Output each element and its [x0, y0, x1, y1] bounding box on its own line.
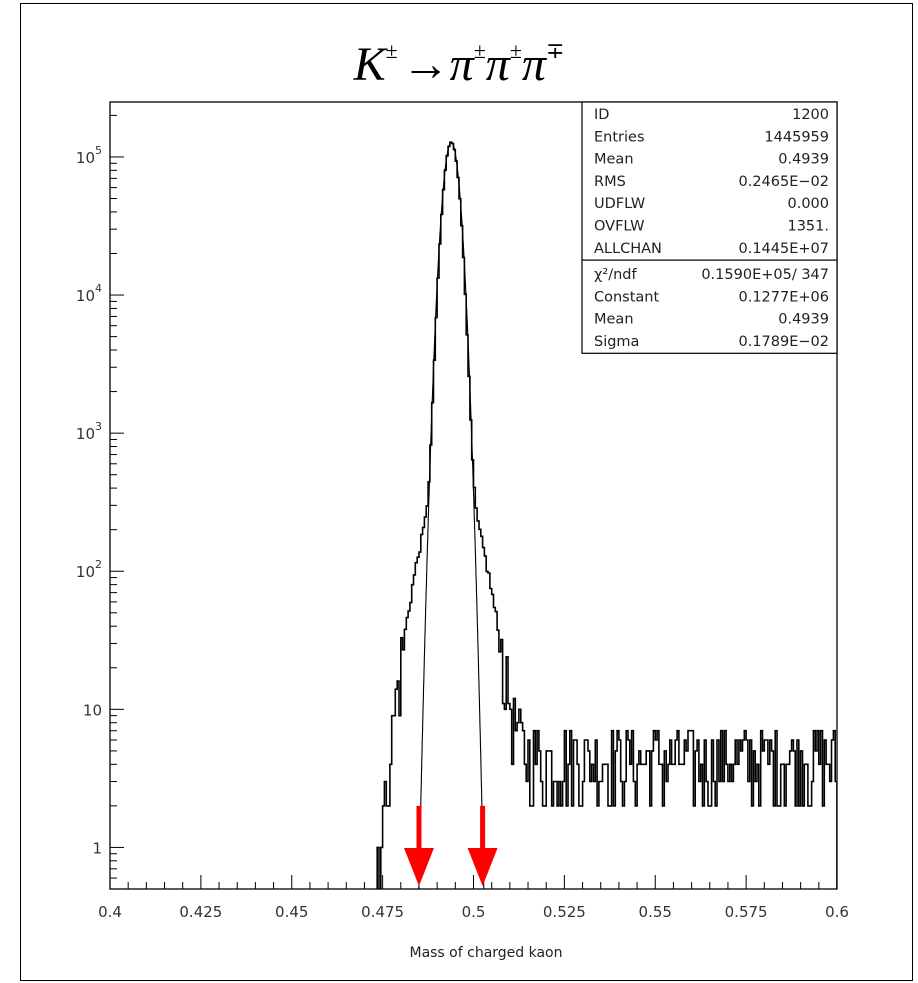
stat-label: RMS [594, 174, 626, 190]
x-axis-label: Mass of charged kaon [409, 945, 562, 961]
y-tick-label: 105 [76, 144, 102, 167]
histogram-steps [376, 141, 837, 889]
fit-label: Sigma [594, 334, 639, 350]
stats-box-fit [581, 259, 838, 354]
chart-title: K±→π±π±π∓ [353, 38, 565, 91]
stat-label: Entries [594, 129, 645, 145]
x-tick-label: 0.525 [543, 903, 586, 921]
fit-value: 0.1590E+05/ 347 [701, 267, 829, 283]
stat-value: 1445959 [764, 129, 829, 145]
x-tick-label: 0.425 [179, 903, 222, 921]
svg-text:K±→π±π±π∓: K±→π±π±π∓ [353, 38, 565, 91]
title-pi3: π [522, 38, 548, 91]
x-tick-label: 0.55 [639, 903, 672, 921]
x-tick-label: 0.575 [725, 903, 768, 921]
x-tick-label: 0.4 [98, 903, 122, 921]
stats-box: ID 1200 Entries 1445959 Mean 0.4939 RMS 0.2465E… [581, 101, 838, 354]
y-tick-label: 104 [76, 282, 102, 305]
stat-value: 0.2465E−02 [739, 174, 830, 190]
title-pi3-sup: ∓ [546, 38, 564, 63]
histogram-group [376, 141, 837, 889]
x-tick-label: 0.475 [361, 903, 404, 921]
title-pi2-sup: ± [510, 38, 522, 63]
title-arrow: → [402, 38, 450, 91]
red-arrow [467, 805, 498, 886]
x-tick-label: 0.6 [825, 903, 849, 921]
x-tick-label: 0.45 [275, 903, 308, 921]
y-tick-label: 102 [76, 558, 102, 581]
stat-label: OVFLW [594, 219, 645, 235]
stat-label: ALLCHAN [594, 241, 662, 257]
fit-value: 0.4939 [778, 312, 829, 328]
fit-value: 0.1789E−02 [739, 334, 830, 350]
stats-box-upper [581, 101, 838, 261]
chart-frame [20, 3, 913, 981]
title-pi1-sup: ± [474, 38, 486, 63]
title-pi1: π [450, 38, 476, 91]
fit-label: χ²/ndf [594, 267, 637, 283]
stat-value: 1351. [787, 219, 829, 235]
stat-label: ID [594, 107, 609, 123]
stat-label: Mean [594, 152, 634, 168]
red-arrow [403, 805, 434, 886]
fit-label: Constant [594, 289, 660, 305]
y-tick-label: 1 [92, 839, 102, 857]
stat-value: 0.4939 [778, 152, 829, 168]
gaussian-fit-curve [396, 141, 507, 889]
stat-label: UDFLW [594, 196, 645, 212]
stat-value: 0.000 [787, 196, 829, 212]
stat-value: 0.1445E+07 [739, 241, 830, 257]
stat-value: 1200 [792, 107, 829, 123]
arrow-markers [403, 805, 498, 886]
axis-ticks: 0.4 0.425 0.45 0.475 0.5 0.525 0.55 0.575 0.6 1 10… [76, 114, 849, 921]
title-k: K [353, 38, 389, 91]
title-pi2: π [486, 38, 512, 91]
fit-label: Mean [594, 312, 634, 328]
y-tick-label: 103 [76, 420, 102, 443]
title-k-sup: ± [386, 38, 398, 63]
y-tick-label: 10 [83, 701, 102, 719]
x-tick-label: 0.5 [462, 903, 486, 921]
fit-value: 0.1277E+06 [739, 289, 830, 305]
